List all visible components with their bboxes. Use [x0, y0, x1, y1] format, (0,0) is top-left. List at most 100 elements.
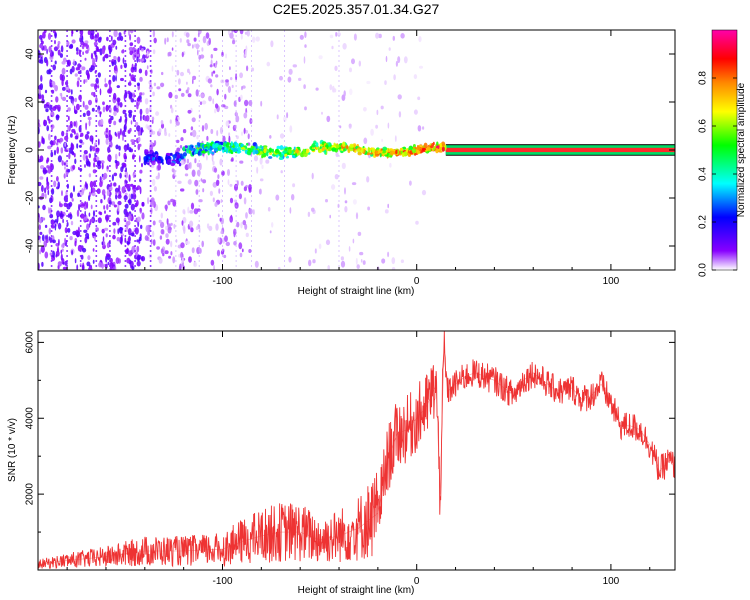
noise-blob	[422, 126, 425, 130]
noise-blob	[106, 189, 110, 197]
noise-blob	[286, 112, 289, 119]
noise-blob	[194, 158, 197, 164]
noise-blob	[44, 224, 48, 228]
noise-blob	[130, 139, 135, 143]
noise-blob	[52, 64, 56, 71]
noise-blob	[91, 187, 96, 193]
noise-blob	[292, 64, 297, 68]
noise-blob	[144, 235, 149, 241]
noise-blob	[57, 49, 61, 56]
noise-blob	[230, 77, 233, 81]
noise-blob	[113, 110, 117, 117]
noise-blob	[76, 51, 79, 55]
noise-blob	[118, 132, 120, 140]
signal-blob	[439, 142, 442, 148]
noise-blob	[168, 51, 172, 57]
noise-blob	[225, 120, 230, 127]
noise-blob	[241, 131, 243, 136]
signal-blob	[343, 148, 346, 152]
noise-blob	[160, 229, 165, 235]
noise-blob	[165, 225, 168, 231]
noise-blob	[195, 89, 199, 97]
noise-blob	[43, 103, 48, 109]
noise-blob	[191, 169, 196, 177]
spectrogram-xlabel: Height of straight line (km)	[298, 286, 415, 297]
signal-blob	[238, 148, 241, 153]
noise-blob	[115, 144, 119, 150]
noise-blob	[219, 217, 222, 222]
noise-blob	[48, 227, 52, 235]
signal-blob	[166, 152, 171, 157]
noise-blob	[113, 204, 117, 208]
noise-blob	[160, 123, 165, 129]
noise-blob	[375, 32, 380, 39]
noise-blob	[355, 257, 358, 265]
noise-blob	[52, 250, 55, 258]
signal-blob	[432, 141, 435, 146]
signal-blob	[268, 156, 273, 159]
noise-blob	[138, 136, 141, 143]
noise-blob	[90, 30, 95, 36]
noise-blob	[180, 251, 184, 259]
signal-blob	[182, 146, 186, 152]
noise-blob	[38, 141, 41, 148]
noise-blob	[240, 222, 243, 229]
noise-blob	[194, 179, 199, 187]
signal-blob	[302, 148, 306, 154]
noise-blob	[121, 186, 126, 194]
noise-blob	[242, 85, 246, 89]
noise-blob	[116, 237, 121, 242]
signal-blob	[378, 150, 383, 154]
noise-blob	[85, 50, 89, 54]
spectrogram-panel: -100 0 100 -40 -20 0 20 40 Height of straight l…	[7, 29, 676, 297]
noise-blob	[122, 49, 125, 53]
noise-blob	[184, 173, 189, 177]
noise-blob	[114, 187, 120, 193]
signal-blob	[438, 150, 443, 153]
noise-blob	[42, 138, 45, 145]
noise-blob	[192, 129, 197, 138]
noise-blob	[201, 100, 207, 105]
noise-blob	[81, 45, 85, 50]
noise-blob	[190, 227, 194, 233]
noise-blob	[86, 261, 91, 267]
noise-blob	[115, 64, 118, 72]
noise-blob	[248, 249, 252, 253]
noise-blob	[64, 142, 67, 147]
noise-blob	[111, 201, 116, 206]
noise-blob	[283, 116, 287, 122]
noise-blob	[145, 115, 150, 122]
signal-blob	[268, 147, 273, 153]
signal-blob	[310, 148, 316, 151]
noise-blob	[329, 34, 334, 39]
noise-blob	[326, 115, 331, 123]
noise-blob	[97, 160, 102, 165]
noise-blob	[81, 264, 85, 270]
signal-blob	[408, 145, 414, 151]
noise-blob	[46, 165, 50, 169]
noise-blob	[124, 203, 129, 209]
noise-blob	[196, 135, 199, 140]
noise-blob	[130, 98, 135, 103]
signal-blob	[232, 147, 238, 152]
noise-blob	[217, 213, 220, 218]
noise-blob	[303, 56, 306, 64]
noise-blob	[63, 173, 66, 179]
noise-blob	[252, 209, 255, 215]
noise-blob	[160, 221, 165, 229]
noise-blob	[136, 245, 140, 253]
noise-blob	[74, 73, 78, 77]
signal-blob	[340, 150, 344, 154]
noise-blob	[59, 137, 64, 143]
noise-blob	[171, 31, 174, 38]
noise-blob	[74, 97, 77, 103]
noise-blob	[105, 233, 108, 238]
noise-blob	[94, 235, 96, 242]
noise-blob	[113, 120, 117, 126]
noise-blob	[104, 210, 106, 214]
signal-blob	[218, 144, 223, 149]
noise-blob	[215, 60, 218, 65]
noise-blob	[105, 138, 109, 145]
noise-blob	[135, 199, 139, 207]
noise-blob	[39, 238, 41, 243]
